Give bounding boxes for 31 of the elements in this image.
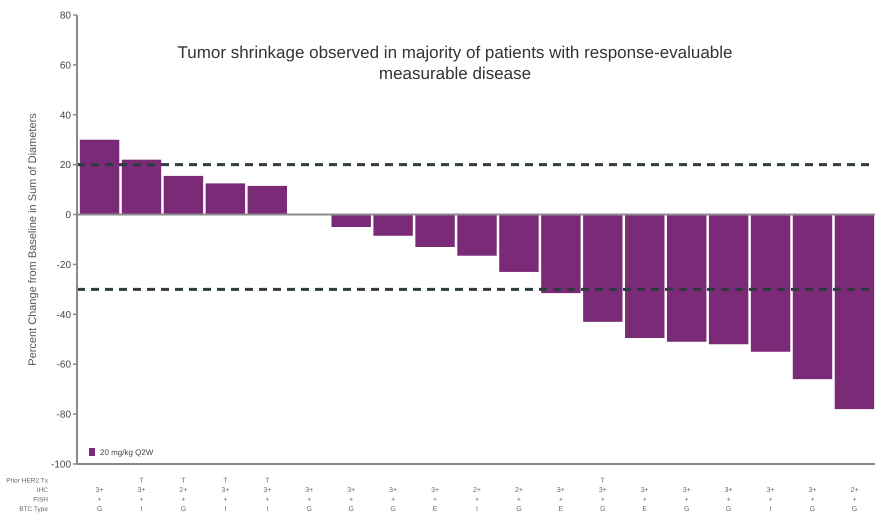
y-tick-label: 60 (60, 60, 72, 72)
bar (792, 214, 832, 380)
bar (331, 214, 371, 228)
bar (583, 214, 623, 322)
y-axis-title: Percent Change from Baseline in Sum of Diameters (27, 112, 39, 366)
y-tick-label: 0 (65, 210, 72, 222)
y-tick-label: 80 (60, 10, 72, 22)
bar (499, 214, 539, 272)
y-tick-label: -20 (56, 260, 72, 271)
bar (750, 214, 790, 352)
bar (206, 183, 246, 215)
bar (457, 214, 497, 256)
bar (164, 176, 204, 215)
bar (373, 214, 413, 236)
bar (415, 214, 455, 247)
bar (708, 214, 748, 344)
legend-label: 20 mg/kg Q2W (100, 448, 154, 457)
bar (80, 140, 120, 215)
y-tick-label: -80 (56, 410, 72, 421)
y-tick-label: -40 (56, 310, 72, 321)
bar (541, 214, 581, 294)
bar (666, 214, 706, 342)
y-tick-label: -100 (50, 460, 72, 470)
bar (625, 214, 664, 338)
bar (248, 186, 288, 215)
y-tick-label: 20 (60, 160, 72, 172)
bar (122, 160, 162, 215)
bar (834, 214, 874, 410)
y-tick-label: 40 (60, 110, 72, 122)
text: Tumor shrinkage observed in majority of patients with response-evaluable measurable disease (178, 43, 732, 83)
y-tick-label: -60 (56, 360, 72, 371)
